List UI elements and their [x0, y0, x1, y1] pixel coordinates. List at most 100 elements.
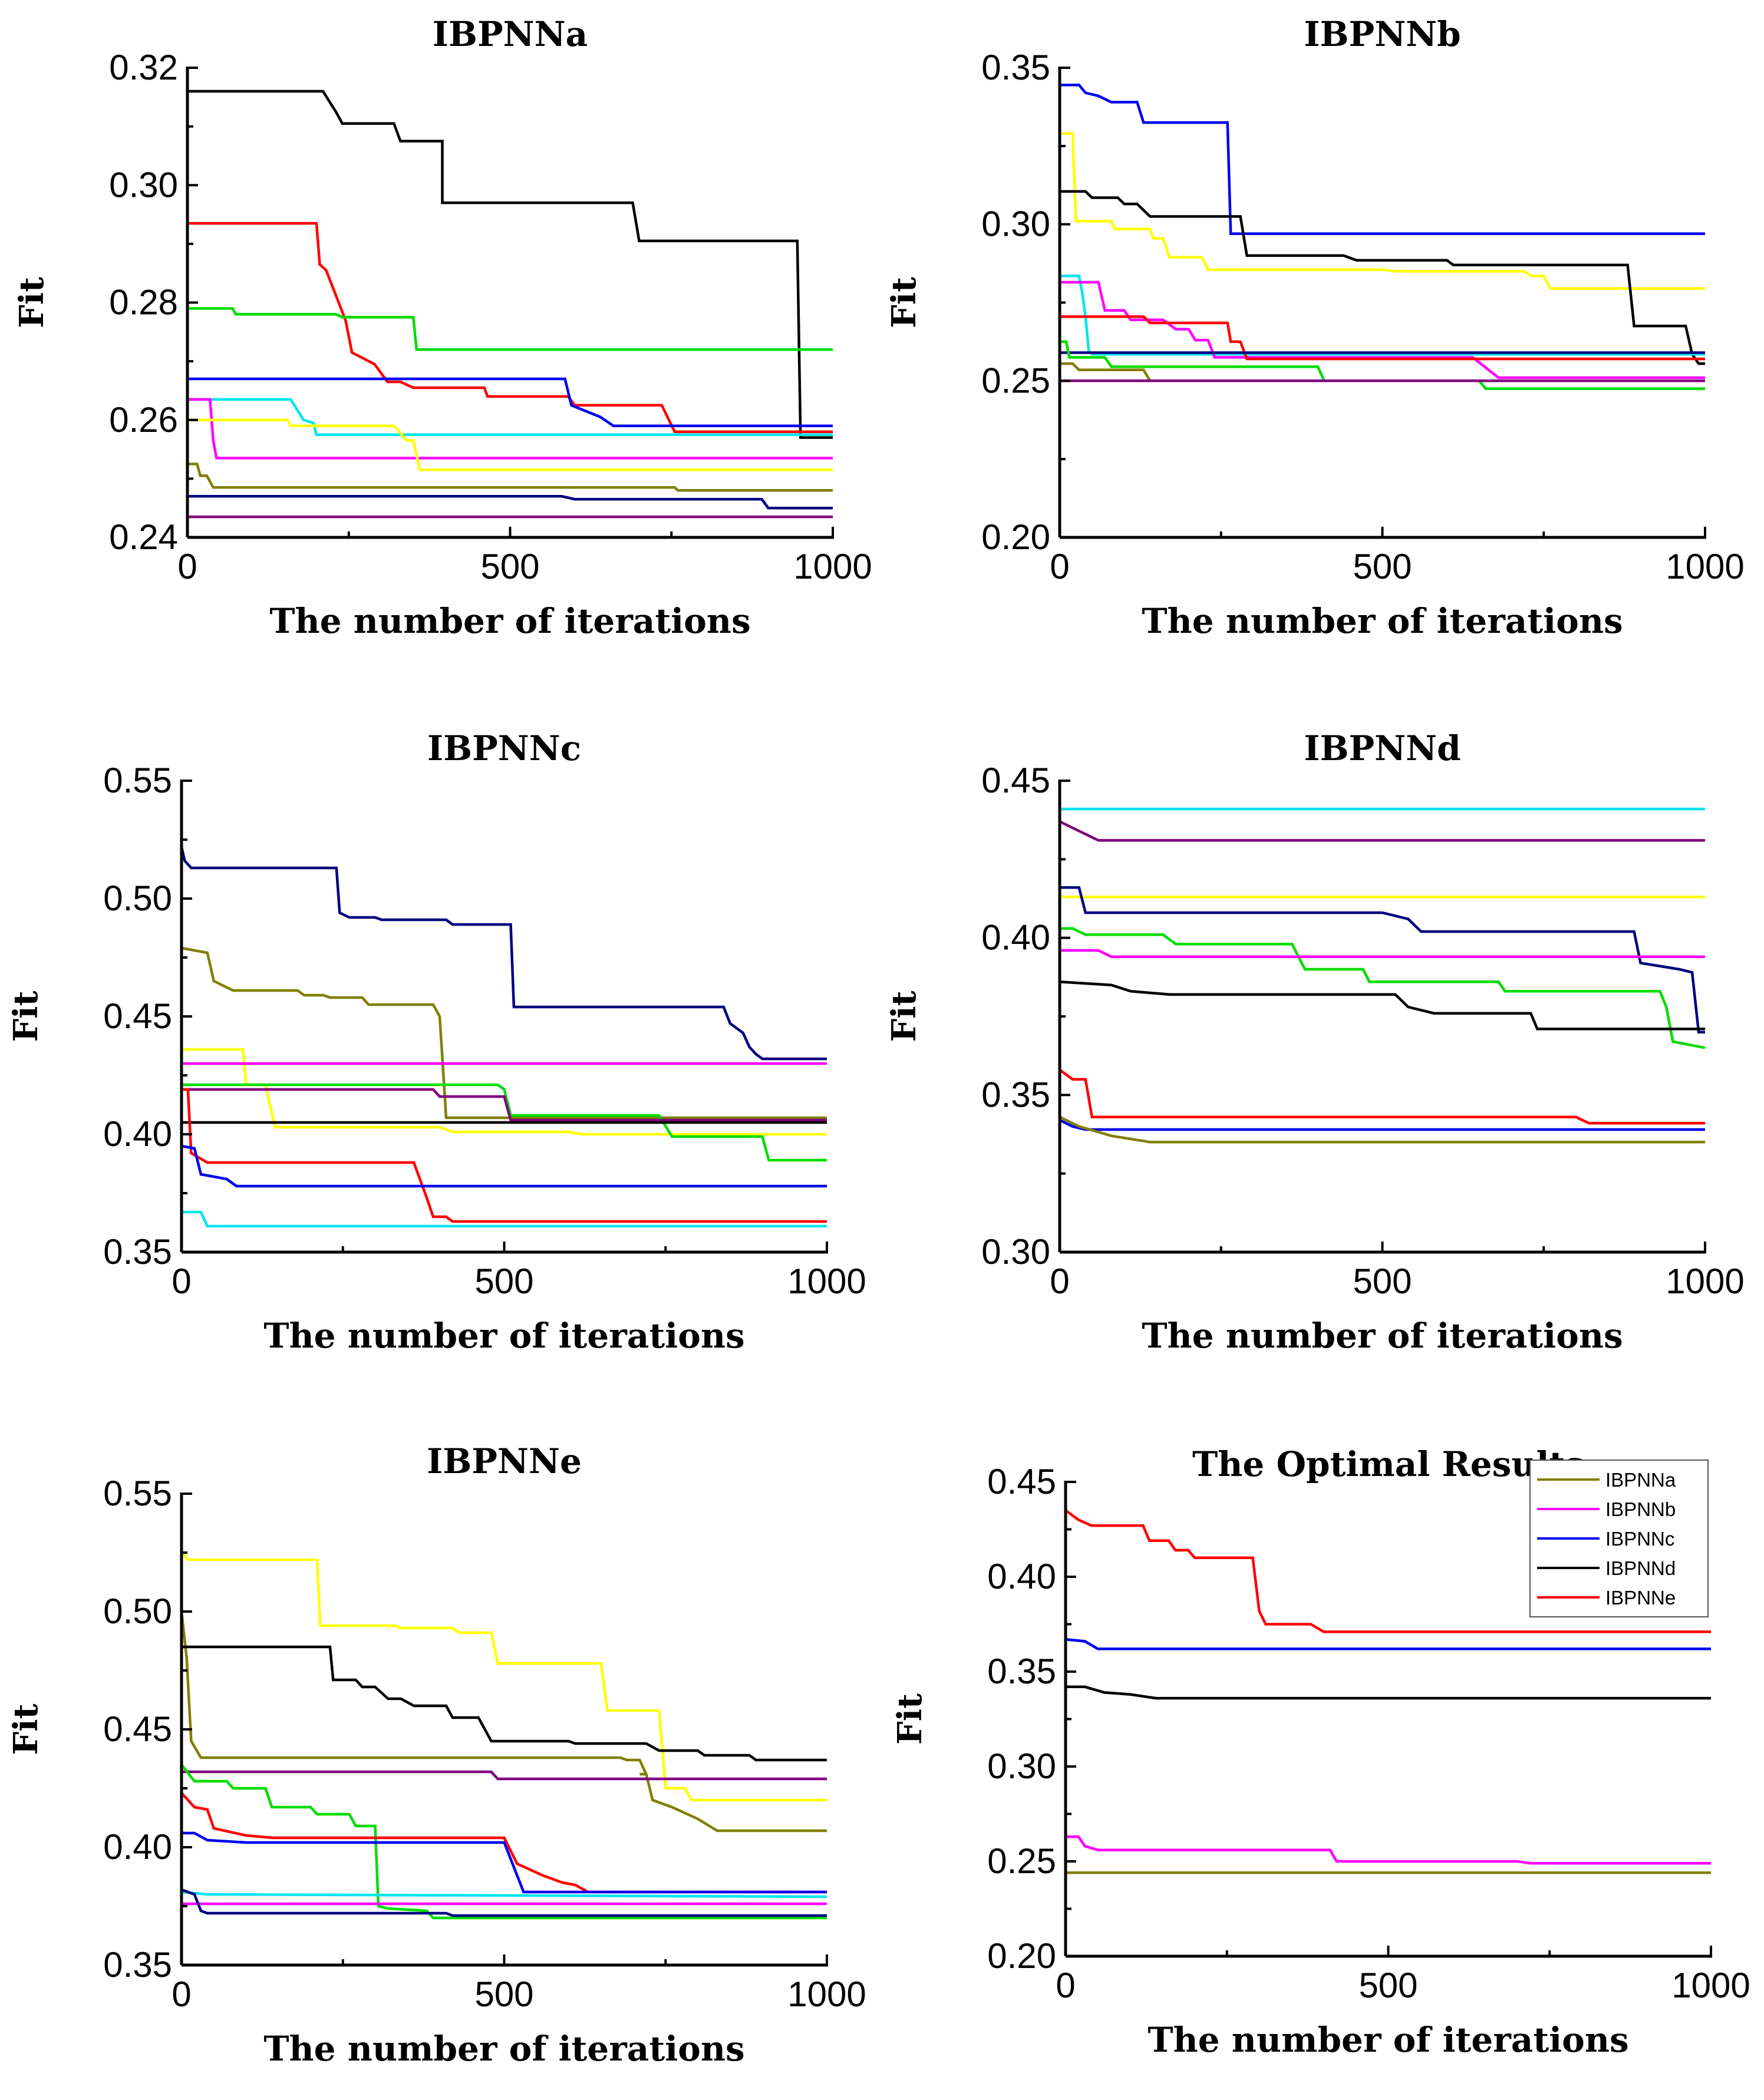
y-tick-label: 0.30	[109, 165, 178, 204]
series-line-black	[1059, 980, 1705, 1031]
legend-label: IBPNNa	[1605, 1469, 1676, 1491]
y-tick-label: 0.35	[103, 1945, 172, 1985]
y-tick-label: 0.35	[103, 1232, 172, 1272]
series-line-navy	[187, 495, 833, 510]
y-tick-label: 0.40	[103, 1114, 172, 1154]
series-line-navy	[1060, 886, 1705, 1034]
chart-title: The Optimal Results	[1192, 1444, 1584, 1484]
x-tick-label: 500	[480, 547, 539, 586]
x-tick-label: 1000	[1666, 547, 1744, 586]
series-line-olive	[180, 1611, 827, 1832]
panel-ibpnnd: 0.30 0.35 0.40 0.45 0 500 1000 IBPNNd The number…	[885, 728, 1745, 1356]
x-axis-label: The number of iterations	[263, 2029, 744, 2069]
y-axis-label: Fit	[12, 277, 51, 328]
series-line-yellow	[1060, 132, 1705, 290]
series-line-purple	[1059, 820, 1705, 842]
panel-optimal-results: 0.20 0.25 0.30 0.35 0.40 0.45 0 500 1000 The Opti…	[891, 1444, 1750, 2060]
series-line-green	[1060, 340, 1705, 390]
x-tick-label: 1000	[787, 1262, 866, 1301]
x-tick-label: 500	[1359, 1966, 1417, 2005]
series-line-olive	[181, 946, 827, 1120]
series-line-purple	[182, 1088, 827, 1122]
series-line-green	[180, 1764, 827, 1920]
series-line-magenta	[187, 398, 833, 460]
x-tick-label: 0	[1056, 1966, 1075, 2005]
y-tick-label: 0.32	[109, 48, 178, 87]
panel-ibpnnb: 0.20 0.25 0.30 0.35 0 500 1000 IBPNNb The number…	[885, 14, 1745, 641]
series-line-blue	[181, 1144, 827, 1188]
series-line-ibpnne	[1064, 1509, 1711, 1633]
x-tick-label: 500	[1353, 1262, 1412, 1301]
chart-title: IBPNNb	[1304, 14, 1460, 54]
y-tick-label: 0.35	[981, 48, 1050, 87]
series-line-olive	[1059, 1115, 1705, 1144]
series-line-red	[180, 1792, 827, 1894]
x-axis-label: The number of iterations	[263, 1316, 744, 1356]
series-line-cyan	[182, 1210, 827, 1228]
y-tick-label: 0.30	[981, 204, 1050, 244]
series-line-black	[182, 1645, 827, 1762]
series-line-cyan	[187, 398, 833, 436]
y-tick-label: 0.50	[103, 879, 172, 918]
series-line-black	[187, 90, 833, 439]
y-tick-label: 0.35	[987, 1652, 1056, 1691]
y-tick-label: 0.45	[981, 761, 1050, 800]
y-tick-label: 0.40	[987, 1557, 1056, 1596]
x-axis-label: The number of iterations	[1142, 601, 1623, 641]
chart-title: IBPNNc	[427, 728, 581, 768]
x-tick-label: 0	[1050, 1262, 1069, 1301]
series-line-navy	[180, 846, 827, 1061]
chart-title: IBPNNa	[433, 14, 588, 54]
series-line-navy	[181, 1888, 827, 1917]
series-line-yellow	[180, 1551, 827, 1802]
y-tick-label: 0.45	[103, 996, 172, 1036]
series-line-red	[182, 1088, 827, 1223]
y-tick-label: 0.30	[987, 1746, 1056, 1786]
y-tick-label: 0.26	[109, 400, 178, 440]
y-tick-label: 0.24	[109, 517, 178, 557]
series-line-yellow	[187, 418, 833, 471]
series-line-red	[187, 222, 833, 433]
series-line-yellow	[182, 1048, 827, 1136]
x-tick-label: 500	[474, 1974, 533, 2014]
series-line-red	[1059, 1068, 1705, 1125]
x-tick-label: 1000	[1671, 1966, 1750, 2005]
series-line-ibpnnd	[1066, 1685, 1711, 1700]
series-line-red	[1060, 315, 1705, 361]
y-tick-label: 0.25	[987, 1841, 1056, 1881]
series-line-ibpnnc	[1065, 1638, 1711, 1650]
x-tick-label: 500	[474, 1262, 533, 1301]
series-line-blue	[1059, 1118, 1705, 1131]
series-line-olive	[187, 463, 833, 492]
series-line-green	[187, 307, 833, 351]
chart-title: IBPNNe	[427, 1441, 582, 1481]
legend-label: IBPNNb	[1605, 1498, 1676, 1520]
x-axis-label: The number of iterations	[1148, 2020, 1628, 2060]
x-tick-label: 1000	[793, 547, 872, 586]
y-tick-label: 0.35	[981, 1075, 1050, 1114]
x-tick-label: 0	[1050, 547, 1069, 586]
y-tick-label: 0.25	[981, 361, 1050, 400]
x-tick-label: 1000	[1666, 1262, 1744, 1301]
chart-title: IBPNNd	[1304, 728, 1460, 768]
x-tick-label: 500	[1353, 547, 1412, 586]
y-tick-label: 0.30	[981, 1232, 1050, 1272]
y-tick-label: 0.20	[987, 1936, 1056, 1976]
y-tick-label: 0.50	[103, 1591, 172, 1631]
y-axis-label: Fit	[885, 990, 924, 1042]
y-axis-label: Fit	[6, 1703, 45, 1755]
panel-ibpnnc: 0.35 0.40 0.45 0.50 0.55 0 500 1000 IBPNNc The nu…	[6, 728, 866, 1356]
legend-label: IBPNNd	[1605, 1557, 1676, 1579]
series-line-magenta	[1060, 280, 1705, 379]
x-axis-label: The number of iterations	[1142, 1316, 1623, 1356]
series-line-blue	[1060, 83, 1705, 235]
series-line-ibpnnb	[1066, 1835, 1711, 1865]
y-tick-label: 0.45	[103, 1709, 172, 1749]
y-tick-label: 0.40	[103, 1827, 172, 1867]
series-line-purple	[182, 1770, 827, 1781]
x-tick-label: 0	[172, 1262, 191, 1301]
x-tick-label: 0	[177, 547, 197, 586]
series-line-black	[1060, 190, 1705, 365]
y-axis-label: Fit	[891, 1693, 929, 1745]
